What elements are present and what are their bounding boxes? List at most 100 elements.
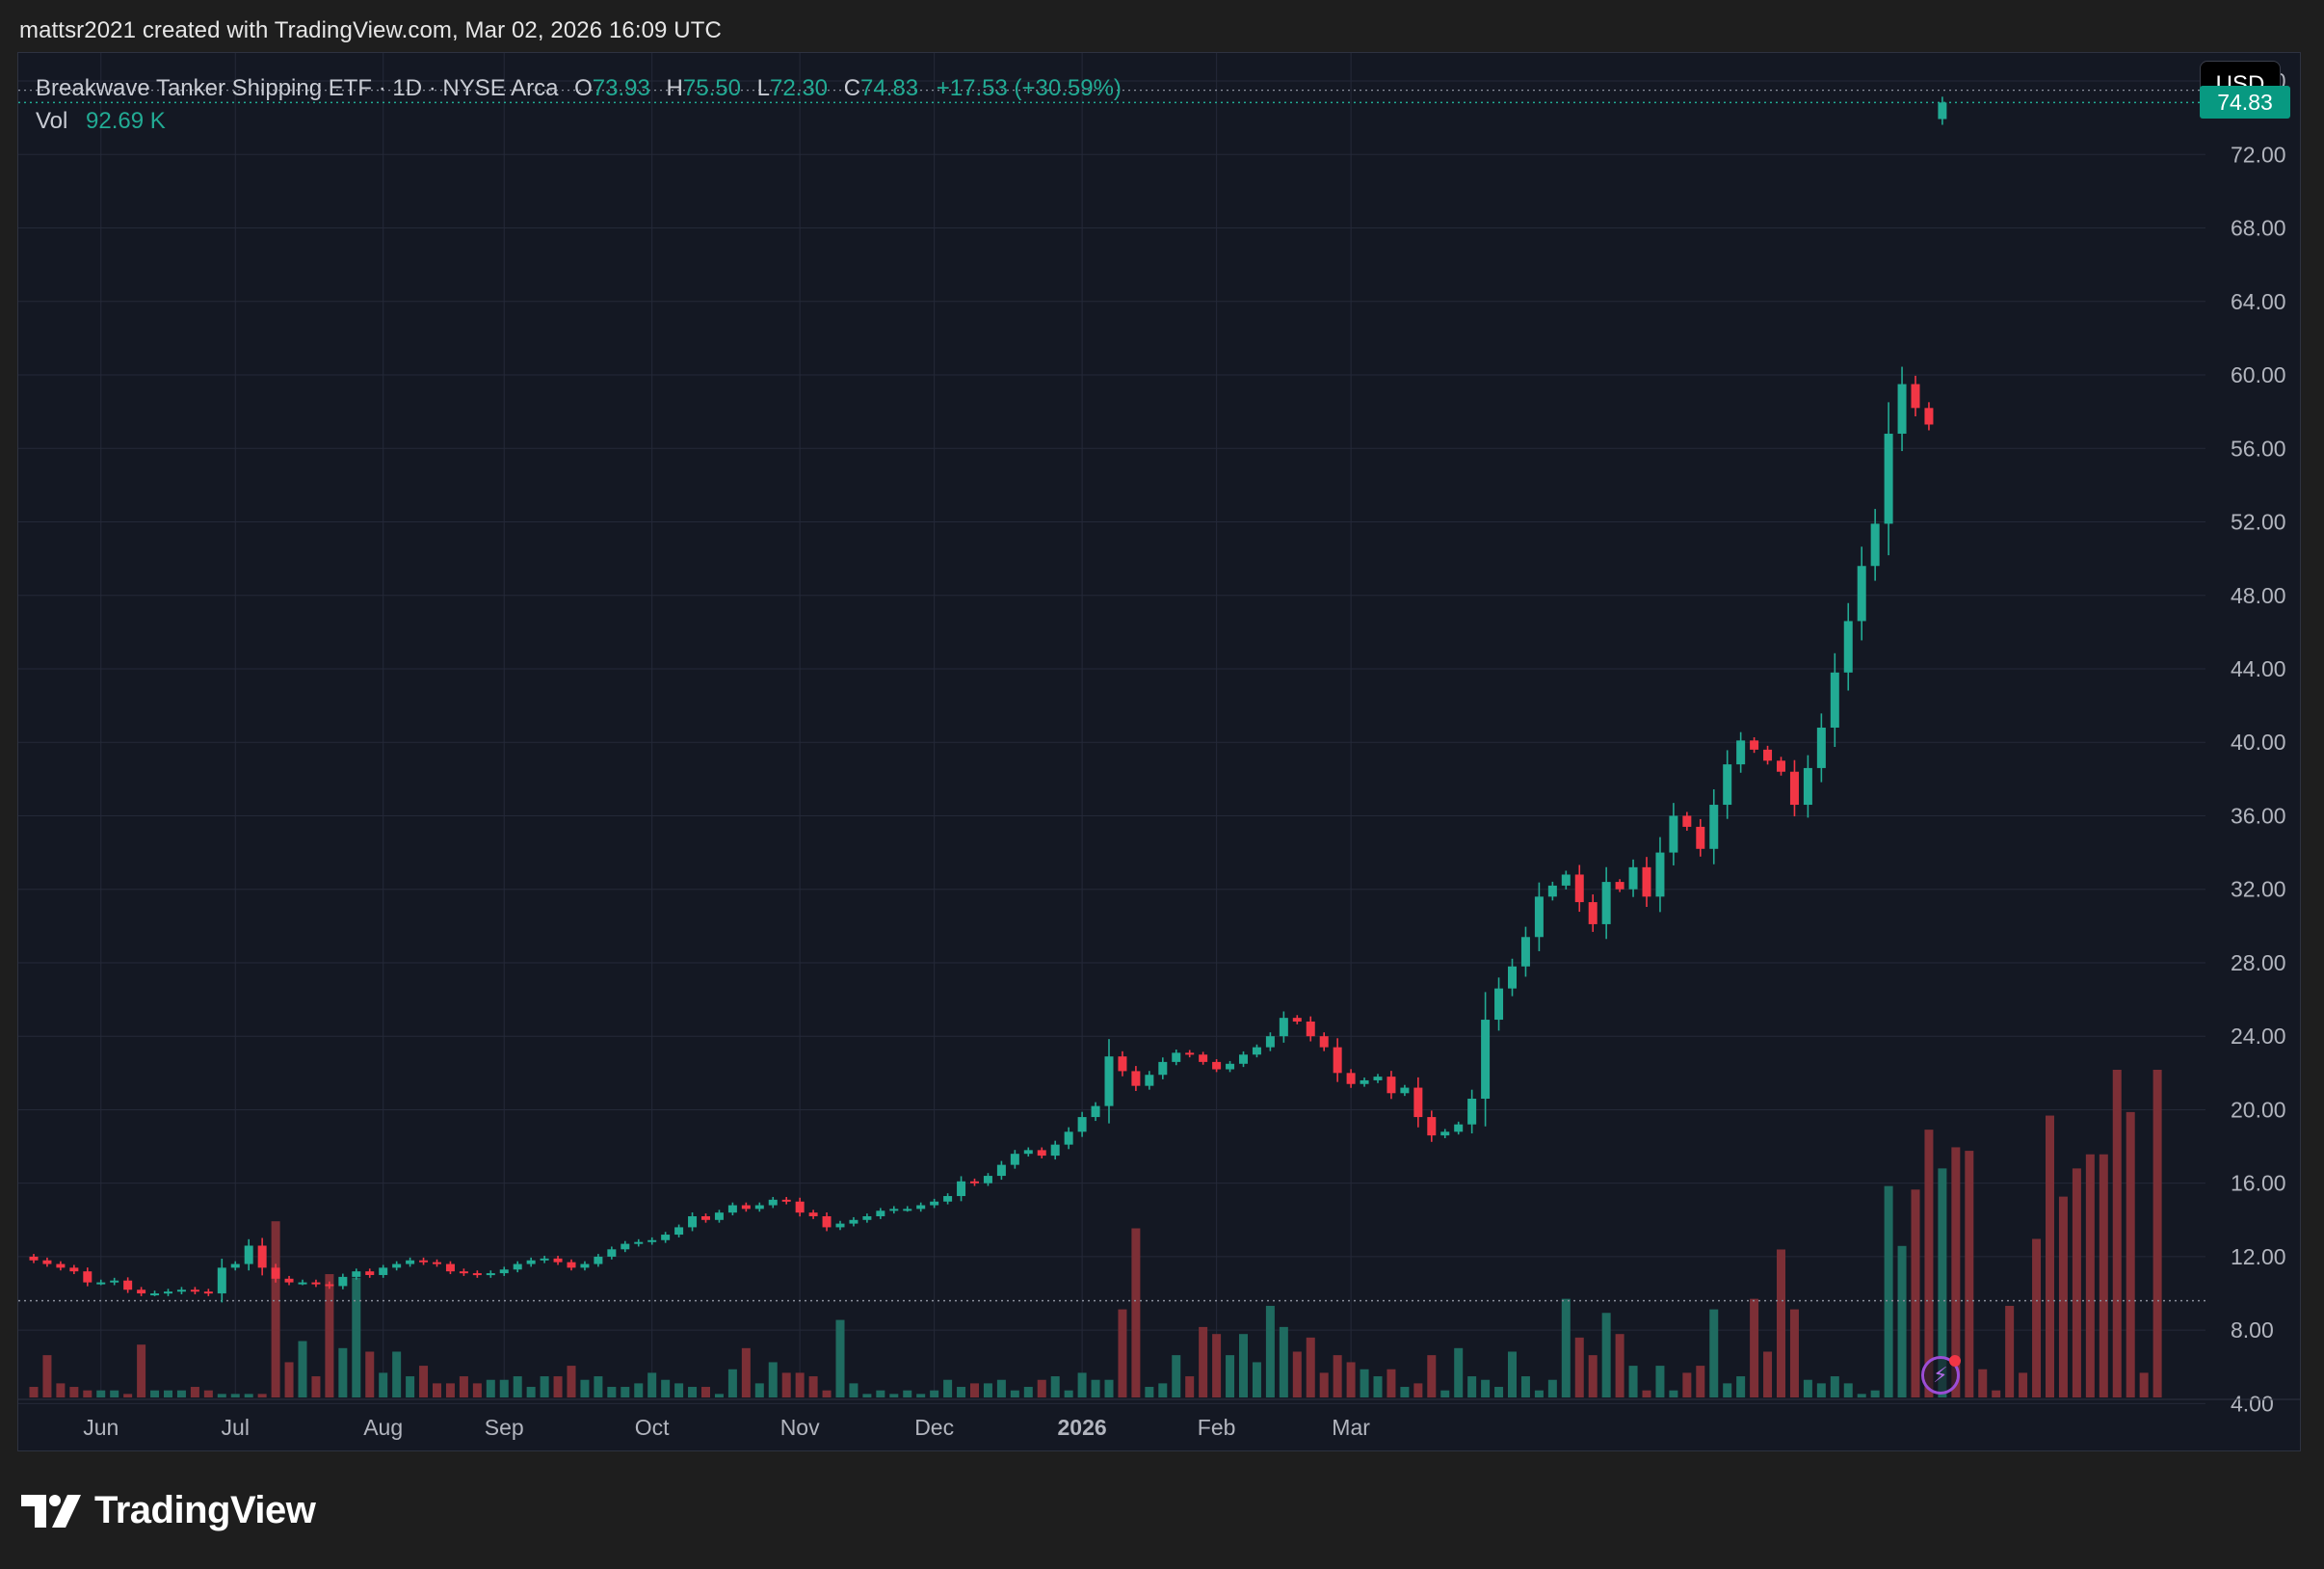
volume-bar [1239, 1334, 1248, 1397]
volume-bar [311, 1376, 321, 1397]
volume-bar [916, 1394, 926, 1397]
volume-bar [1682, 1372, 1692, 1397]
volume-bar [1400, 1387, 1410, 1397]
candle-body [1763, 749, 1773, 761]
candle-body [1696, 826, 1705, 849]
volume-value: 92.69 K [86, 108, 166, 134]
volume-bar [621, 1387, 630, 1397]
volume-bar [1736, 1376, 1746, 1397]
volume-bar [406, 1376, 415, 1397]
volume-bar [1669, 1390, 1678, 1397]
candle-body [365, 1271, 375, 1275]
volume-bar [1709, 1309, 1719, 1397]
chart-attribution-header: mattsr2021 created with TradingView.com,… [19, 17, 722, 43]
volume-bar [1131, 1228, 1141, 1397]
candle-body [1064, 1131, 1073, 1145]
volume-bar [2126, 1111, 2135, 1397]
volume-bar [1911, 1189, 1920, 1397]
volume-legend-row: Vol 92.69 K [36, 105, 1122, 138]
volume-bar [244, 1394, 253, 1397]
volume-bar [1816, 1383, 1826, 1397]
candle-body [849, 1219, 858, 1224]
y-tick-label: 48.00 [2231, 583, 2286, 608]
candle-body [83, 1271, 92, 1283]
volume-bar [513, 1376, 522, 1397]
candle-body [996, 1164, 1006, 1177]
candle-body [1306, 1021, 1315, 1037]
y-tick-label: 60.00 [2231, 362, 2286, 387]
candle-body [1131, 1071, 1141, 1086]
candle-body [1897, 384, 1907, 435]
candle-body [876, 1210, 885, 1216]
candle-body [1373, 1077, 1383, 1080]
candle-body [1360, 1079, 1369, 1084]
volume-bar [1642, 1390, 1651, 1397]
candle-body [1561, 874, 1571, 886]
volume-bar [2139, 1372, 2149, 1397]
volume-bar [1037, 1379, 1046, 1397]
x-tick-label: Feb [1198, 1415, 1236, 1440]
volume-bar [996, 1379, 1006, 1397]
volume-bar [701, 1387, 710, 1397]
candle-body [1265, 1036, 1275, 1048]
volume-bar [1897, 1245, 1907, 1397]
candle-body [808, 1212, 818, 1216]
candle-body [701, 1215, 710, 1220]
candle-body [1118, 1056, 1127, 1072]
candle-body [607, 1249, 617, 1257]
candle-body [392, 1263, 402, 1268]
volume-bar [795, 1372, 805, 1397]
candle-body [1481, 1020, 1491, 1100]
candle-body [419, 1260, 429, 1263]
candle-body [580, 1263, 590, 1268]
volume-bar [1763, 1351, 1773, 1397]
y-tick-label: 72.00 [2231, 142, 2286, 167]
candle-body [714, 1212, 724, 1220]
candle-body [1346, 1073, 1356, 1084]
candle-body [957, 1181, 966, 1197]
chart-panel[interactable]: 4.00 8.00 12.00 16.00 20.00 24.00 28.00 32.00 36… [17, 52, 2301, 1451]
volume-bar [849, 1383, 858, 1397]
volume-bar [257, 1394, 267, 1397]
volume-bar [876, 1390, 885, 1397]
volume-bar [1454, 1347, 1464, 1397]
candle-body [1911, 384, 1920, 409]
y-tick-label: 44.00 [2231, 656, 2286, 681]
volume-bar [1212, 1334, 1222, 1397]
candle-body [190, 1290, 199, 1292]
volume-label[interactable]: Vol [36, 108, 68, 134]
volume-bar [1023, 1387, 1033, 1397]
volume-bar [472, 1383, 482, 1397]
volume-bar [1789, 1309, 1799, 1397]
candle-body [930, 1201, 939, 1206]
volume-bar [1145, 1387, 1154, 1397]
volume-bar [325, 1274, 334, 1397]
x-tick-label: 2026 [1058, 1415, 1107, 1440]
volume-bar [1427, 1355, 1437, 1397]
candle-body [889, 1209, 899, 1211]
tradingview-logo[interactable]: TradingView [21, 1489, 316, 1532]
volume-bar [1064, 1390, 1073, 1397]
candle-body [217, 1267, 226, 1294]
candlestick-chart[interactable]: 4.00 8.00 12.00 16.00 20.00 24.00 28.00 32.00 36… [18, 53, 2300, 1450]
candle-body [1252, 1047, 1261, 1055]
volume-bar [1938, 1168, 1947, 1397]
candle-body [943, 1196, 953, 1202]
volume-bar [1077, 1372, 1087, 1397]
volume-bar [634, 1383, 644, 1397]
volume-bar [835, 1319, 845, 1397]
candle-body [311, 1282, 321, 1285]
volume-bar [1870, 1390, 1880, 1397]
symbol-description[interactable]: Breakwave Tanker Shipping ETF · 1D · NYS… [36, 75, 559, 101]
y-tick-label: 56.00 [2231, 436, 2286, 461]
y-tick-label: 36.00 [2231, 803, 2286, 828]
volume-bar [284, 1362, 294, 1397]
candle-body [1319, 1036, 1329, 1048]
volume-bar [499, 1379, 509, 1397]
candle-body [1212, 1061, 1222, 1070]
candle-body [284, 1278, 294, 1283]
volume-bar [714, 1394, 724, 1397]
volume-bar [1333, 1355, 1342, 1397]
candle-body [1226, 1063, 1235, 1070]
lightning-bolt-icon[interactable]: ⚡ [1920, 1355, 1961, 1395]
